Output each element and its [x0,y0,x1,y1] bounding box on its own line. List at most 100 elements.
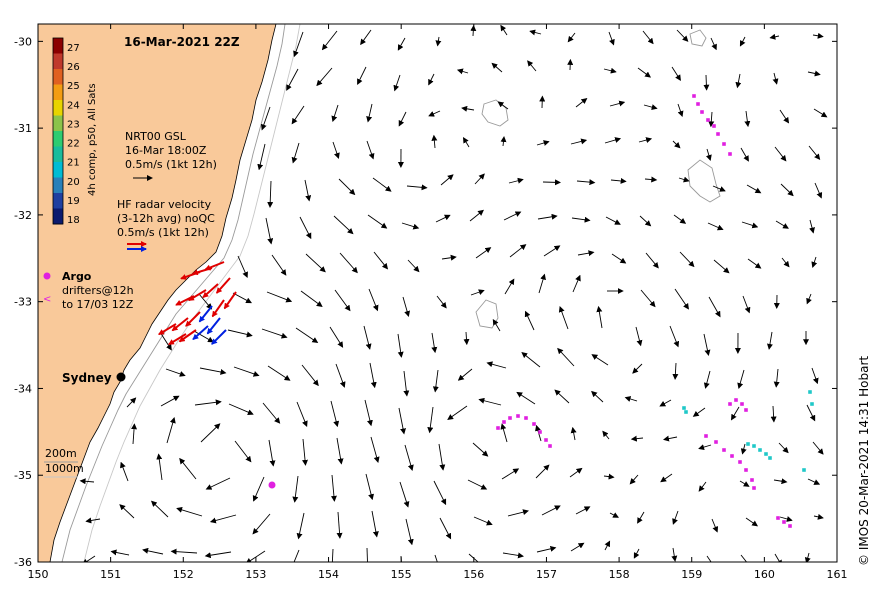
current-vector [267,365,291,381]
current-vector [338,178,356,196]
current-vector [609,100,626,107]
current-vector [159,331,172,351]
colorbar-segment [53,84,63,101]
current-vector [120,461,129,482]
current-vector [160,395,180,407]
current-vector [268,439,276,467]
current-vector [292,475,299,503]
current-vector [142,547,164,555]
current-vector [291,105,305,125]
y-tick-label: -35 [14,469,32,482]
current-vector [261,328,288,339]
current-vector [368,288,379,312]
current-vector [435,214,451,223]
current-vector [333,215,354,235]
current-vector [542,179,561,186]
hf-radar-vector [180,271,201,280]
current-vector [126,397,137,408]
current-vector [780,183,794,197]
current-vector [194,399,222,406]
depth-label-1000m: 1000m [45,462,84,475]
current-vector [301,364,319,387]
temperature-colorbar: 27 26 25 24 23 22 21 20 19 18 [52,37,80,226]
drifter-position [734,398,738,402]
current-vector [772,72,779,85]
current-vector [473,516,493,526]
gsl-legend-title: NRT00 GSL [125,130,187,143]
current-vector [457,368,473,381]
colorbar-tick-label: 27 [67,43,80,54]
drifter-position [684,410,688,414]
current-vector [640,289,656,308]
current-vector [524,310,535,331]
current-vector [703,370,711,389]
hf-radar-vector [188,289,207,302]
current-vector [711,518,719,533]
current-vector [808,145,821,160]
hf-radar-vector [168,333,187,346]
drifter-position [682,406,686,410]
current-vector [809,219,815,234]
current-vector [165,368,186,377]
drifter-position [728,152,732,156]
x-tick-label: 158 [609,568,630,581]
current-vector [233,366,260,377]
current-vector [543,245,561,257]
current-vector [500,423,508,443]
current-vector [707,222,724,231]
current-vector [536,140,550,146]
drifter-position [722,142,726,146]
current-vector [170,548,198,555]
current-vector [440,174,454,186]
current-vector [554,389,570,404]
current-vector [703,333,711,356]
current-vector [293,549,300,562]
x-tick-label: 155 [391,568,412,581]
current-vector [461,105,475,112]
map-title: 16-Mar-2021 22Z [124,35,240,49]
current-vector [811,256,818,268]
drifter-position [744,408,748,412]
drifter-position [768,456,772,460]
current-vector [645,252,659,269]
current-vector [804,552,811,562]
y-tick-label: -31 [14,122,32,135]
current-vector [176,506,203,517]
current-vector [537,213,558,220]
x-tick-label: 154 [318,568,339,581]
current-vector [774,146,787,162]
colorbar-tick-label: 25 [67,81,80,92]
drifter-position [700,110,704,114]
current-vector [603,67,617,74]
current-vector [296,401,308,428]
drifter-position [692,94,696,98]
current-vector [558,306,569,330]
current-vector [266,291,293,303]
current-vector [674,288,689,310]
current-vector [508,177,524,184]
current-vector [576,179,596,186]
current-vector [404,444,414,471]
current-vector [304,179,312,202]
current-vector [329,326,344,348]
current-vector [260,106,271,131]
current-vector [557,347,575,367]
current-vector [669,325,680,348]
current-vector [357,66,367,85]
drifter-position [532,422,536,426]
current-vector [638,137,653,143]
current-vector [516,391,536,405]
current-vector [504,278,515,295]
current-vector [393,74,401,92]
current-vector [364,399,373,427]
current-vector [773,478,788,485]
drifter-position [764,452,768,456]
drifter-position [496,426,500,430]
hf-radar-vector [178,329,197,343]
current-vector [569,467,583,478]
colorbar-segment [53,69,63,85]
drifter-position [696,102,700,106]
current-vector [401,222,420,230]
current-vector [742,295,751,314]
current-vector [660,473,673,483]
